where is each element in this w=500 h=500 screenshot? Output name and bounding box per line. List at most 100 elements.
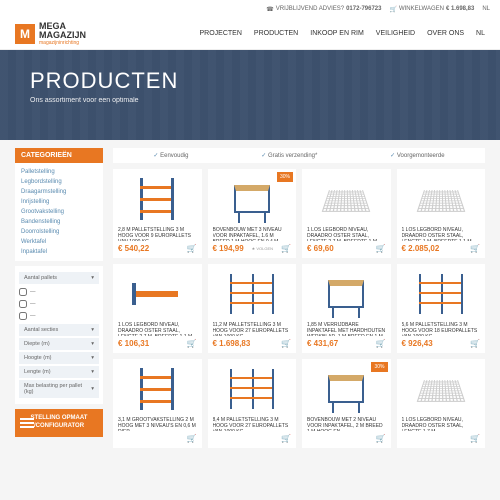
product-image [118,364,197,414]
filter-checkbox[interactable] [19,300,27,308]
cart-summary[interactable]: 🛒 WINKELWAGEN € 1.698,83 [389,6,474,13]
category-item[interactable]: Doorrolstelling [15,227,103,237]
feature-item: Eenvoudig [153,152,188,159]
product-card[interactable]: 1 LOS LEGBORD NIVEAU, DRAADRO OSTER STAA… [397,169,486,258]
product-image [118,174,197,224]
discount-badge: 30% [371,362,387,372]
product-title: 1 LOS LEGBORD NIVEAU, DRAADRO OSTER STAA… [118,322,197,336]
product-price: € 540,22 [118,244,149,253]
volgen-label: ★ VOLGEN [252,246,273,251]
product-card[interactable]: 1 LOS LEGBORD NIVEAU, DRAADRO OSTER STAA… [302,169,391,258]
category-heading: CATEGORIEËN [15,148,103,163]
product-card[interactable]: 30% BOVENBOUW MET 2 NIVEAU VOOR INPAKTAFE… [302,359,391,448]
add-to-cart-icon[interactable]: 🛒 [281,434,291,443]
main-nav: PROJECTEN PRODUCTEN INKOOP EN RIM VEILIGHEI… [200,30,486,37]
product-image [402,269,481,319]
page-subtitle: Ons assortiment voor een optimale [30,97,470,104]
product-title: 1,85 M VERRIJDBARE INPAKTAFEL MET HARDHO… [307,322,386,336]
product-card[interactable]: 11,2 M PALLETSTELLING 3 M HOOG VOOR 27 E… [208,264,297,353]
filter-checkbox[interactable] [19,312,27,320]
page-title: PRODUCTEN [30,68,470,94]
feature-item: Gratis verzending* [261,152,317,159]
product-image [307,174,386,224]
category-item[interactable]: Palletstelling [15,167,103,177]
product-grid: 2,8 M PALLETSTELLING 3 M HOOG VOOR 9 EUR… [113,169,485,448]
category-item[interactable]: Bandenstelling [15,217,103,227]
product-price: € 1.698,83 [213,339,251,348]
add-to-cart-icon[interactable]: 🛒 [470,434,480,443]
add-to-cart-icon[interactable]: 🛒 [281,339,291,348]
nav-item[interactable]: NL [476,30,485,37]
product-title: BOVENBOUW MET 2 NIVEAU VOOR INPAKTAFEL, … [307,417,386,431]
advice-text: ☎ VRIJBLIJVEND ADVIES? 0172-796723 [266,6,381,13]
category-item[interactable]: Grootvakstelling [15,207,103,217]
add-to-cart-icon[interactable]: 🛒 [470,339,480,348]
discount-badge: 30% [277,172,293,182]
product-price: € 194,99 [213,244,244,253]
product-card[interactable]: 2,8 M PALLETSTELLING 3 M HOOG VOOR 9 EUR… [113,169,202,258]
add-to-cart-icon[interactable]: 🛒 [187,339,197,348]
category-item[interactable]: Draagarmstelling [15,187,103,197]
product-title: 1 LOS LEGBORD NIVEAU, DRAADRO OSTER STAA… [402,417,481,431]
sidebar: CATEGORIEËN PalletstellingLegbordstellin… [15,148,103,448]
product-card[interactable]: 5,6 M PALLETSTELLING 3 M HOOG VOOR 18 EU… [397,264,486,353]
add-to-cart-icon[interactable]: 🛒 [376,339,386,348]
content-area: Eenvoudig Gratis verzending* Voorgemonteer… [113,148,485,448]
category-item[interactable]: Werktafel [15,237,103,247]
product-title: 5,6 M PALLETSTELLING 3 M HOOG VOOR 18 EU… [402,322,481,336]
add-to-cart-icon[interactable]: 🛒 [376,244,386,253]
lang-selector[interactable]: NL [482,6,490,12]
filter-label[interactable]: Lengte (m)▾ [19,366,99,378]
product-price: € 431,67 [307,339,338,348]
filter-secties[interactable]: Aantal secties▾ [19,324,99,336]
filter-label[interactable]: Diepte (m)▾ [19,338,99,350]
nav-item[interactable]: PROJECTEN [200,30,242,37]
topbar: ☎ VRIJBLIJVEND ADVIES? 0172-796723 🛒 WIN… [0,0,500,18]
nav-item[interactable]: OVER ONS [427,30,464,37]
product-price: € 2.085,02 [402,244,440,253]
add-to-cart-icon[interactable]: 🛒 [187,434,197,443]
category-item[interactable]: Inpaktafel [15,247,103,257]
product-title: 1 LOS LEGBORD NIVEAU, DRAADRO OSTER STAA… [402,227,481,241]
add-to-cart-icon[interactable]: 🛒 [470,244,480,253]
product-title: 11,2 M PALLETSTELLING 3 M HOOG VOOR 27 E… [213,322,292,336]
logo-mark: M [15,24,35,44]
product-image [307,269,386,319]
add-to-cart-icon[interactable]: 🛒 [187,244,197,253]
feature-bar: Eenvoudig Gratis verzending* Voorgemonteer… [113,148,485,163]
product-card[interactable]: 1 LOS LEGBORD NIVEAU, DRAADRO OSTER STAA… [113,264,202,353]
category-list: PalletstellingLegbordstellingDraagarmste… [15,163,103,261]
product-image [213,269,292,319]
product-image [118,269,197,319]
nav-item[interactable]: VEILIGHEID [376,30,415,37]
filter-label[interactable]: Hoogte (m)▾ [19,352,99,364]
product-card[interactable]: 30%BOVENBOUW MET 3 NIVEAU VOOR INPAKTAFE… [208,169,297,258]
product-price: € 106,31 [118,339,149,348]
product-price: € 926,43 [402,339,433,348]
filter-panel: Aantal pallets▾ — — — Aantal secties▾ Di… [15,266,103,404]
nav-item[interactable]: INKOOP EN RIM [310,30,364,37]
product-price: € 69,60 [307,244,334,253]
product-title: 3,1 M GROOTVAKSTELLING 2 M HOOG MET 3 NI… [118,417,197,431]
filter-label[interactable]: Max belasting per pallet (kg)▾ [19,380,99,398]
category-item[interactable]: Legbordstelling [15,177,103,187]
feature-item: Voorgemonteerde [390,152,444,159]
filter-checkbox[interactable] [19,288,27,296]
add-to-cart-icon[interactable]: 🛒 [281,244,291,253]
logo[interactable]: M MEGAMAGAZIJN magazijninrichting [15,22,86,46]
product-card[interactable]: 3,1 M GROOTVAKSTELLING 2 M HOOG MET 3 NI… [113,359,202,448]
product-card[interactable]: 1 LOS LEGBORD NIVEAU, DRAADRO OSTER STAA… [397,359,486,448]
nav-item[interactable]: PRODUCTEN [254,30,298,37]
logo-subtitle: magazijninrichting [39,40,86,46]
product-card[interactable]: 1,85 M VERRIJDBARE INPAKTAFEL MET HARDHO… [302,264,391,353]
product-card[interactable]: 8,4 M PALLETSTELLING 3 M HOOG VOOR 27 EU… [208,359,297,448]
category-item[interactable]: Inrijstelling [15,197,103,207]
filter-pallets[interactable]: Aantal pallets▾ [19,272,99,284]
header: M MEGAMAGAZIJN magazijninrichting PROJEC… [0,18,500,50]
product-title: 2,8 M PALLETSTELLING 3 M HOOG VOOR 9 EUR… [118,227,197,241]
add-to-cart-icon[interactable]: 🛒 [376,434,386,443]
product-title: 1 LOS LEGBORD NIVEAU, DRAADRO OSTER STAA… [307,227,386,241]
product-image [402,174,481,224]
configurator-button[interactable]: STELLING OPMAAT /CONFIGURATOR [15,409,103,437]
hero-banner: PRODUCTEN Ons assortiment voor een optim… [0,50,500,140]
